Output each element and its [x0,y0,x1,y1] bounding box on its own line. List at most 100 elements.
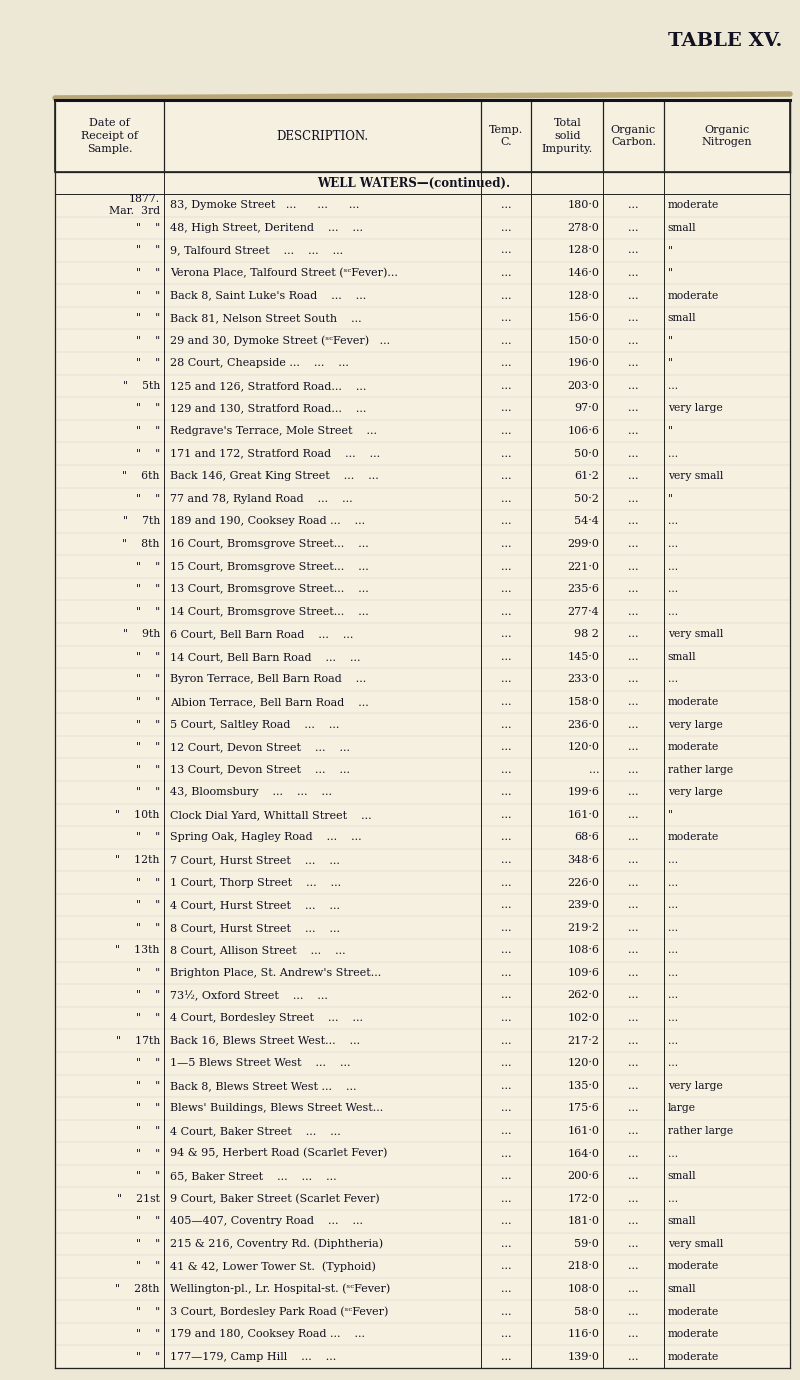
Text: 171 and 172, Stratford Road    ...    ...: 171 and 172, Stratford Road ... ... [170,448,380,458]
Text: moderate: moderate [667,1307,719,1317]
Bar [55,1300,790,1323]
Text: Temp.
C.: Temp. C. [489,124,523,148]
Text: ...: ... [667,516,678,526]
Bar [55,759,790,781]
Text: ...: ... [501,584,511,595]
Text: ...: ... [501,426,511,436]
Text: 77 and 78, Ryland Road    ...    ...: 77 and 78, Ryland Road ... ... [170,494,353,504]
Bar [55,239,790,262]
Text: ...: ... [501,1216,511,1227]
Text: "    13th: " 13th [115,945,160,955]
Text: 68·6: 68·6 [574,832,599,842]
Bar [55,578,790,600]
Text: ...: ... [501,1148,511,1159]
Text: ...: ... [628,359,638,368]
Text: "    ": " " [135,719,160,730]
Text: ...: ... [501,1194,511,1203]
Text: ...: ... [667,607,678,617]
Text: ...: ... [628,1148,638,1159]
Text: 181·0: 181·0 [567,1216,599,1227]
Text: moderate: moderate [667,1352,719,1362]
Bar [55,938,790,962]
Text: ...: ... [628,1352,638,1362]
Bar [55,217,790,239]
Text: moderate: moderate [667,291,719,301]
Text: Back 8, Blews Street West ...    ...: Back 8, Blews Street West ... ... [170,1081,356,1090]
Text: ...: ... [667,675,678,684]
Text: "    ": " " [135,1104,160,1114]
Text: Back 8, Saint Luke's Road    ...    ...: Back 8, Saint Luke's Road ... ... [170,291,366,301]
Text: ": " [667,426,673,436]
Text: 158·0: 158·0 [567,697,599,707]
Text: ...: ... [501,991,511,1000]
Text: ...: ... [667,540,678,549]
Text: "    ": " " [135,675,160,684]
Text: ...: ... [628,923,638,933]
Text: 5 Court, Saltley Road    ...    ...: 5 Court, Saltley Road ... ... [170,719,339,730]
Text: Blews' Buildings, Blews Street West...: Blews' Buildings, Blews Street West... [170,1104,383,1114]
Text: ...: ... [628,471,638,482]
Text: ...: ... [628,1104,638,1114]
Text: ...: ... [667,448,678,458]
Text: "    ": " " [135,1013,160,1023]
Text: moderate: moderate [667,1261,719,1271]
Text: ...: ... [501,1035,511,1046]
Text: ...: ... [628,200,638,210]
Text: "    ": " " [135,1126,160,1136]
Text: ...: ... [501,1352,511,1362]
Text: 177—179, Camp Hill    ...    ...: 177—179, Camp Hill ... ... [170,1352,336,1362]
Text: "    ": " " [135,878,160,887]
Text: ...: ... [628,719,638,730]
Text: "    ": " " [135,426,160,436]
Text: ...: ... [501,1126,511,1136]
Bar [55,1097,790,1119]
Text: "    10th: " 10th [115,810,160,820]
Text: 299·0: 299·0 [567,540,599,549]
Text: "    ": " " [135,494,160,504]
Text: 102·0: 102·0 [567,1013,599,1023]
Text: 215 & 216, Coventry Rd. (Diphtheria): 215 & 216, Coventry Rd. (Diphtheria) [170,1238,383,1249]
Text: "    ": " " [135,923,160,933]
Text: 43, Bloomsbury    ...    ...    ...: 43, Bloomsbury ... ... ... [170,787,332,798]
Bar [55,487,790,511]
Text: ...: ... [501,313,511,323]
Text: small: small [667,651,696,662]
Text: ...: ... [667,1148,678,1159]
Text: 128·0: 128·0 [567,246,599,255]
Text: ...: ... [501,697,511,707]
Text: small: small [667,313,696,323]
Text: ...: ... [501,494,511,504]
Bar [55,713,790,736]
Text: ...: ... [628,1283,638,1294]
Bar [55,1278,790,1300]
Bar [55,1075,790,1097]
Text: very small: very small [667,1239,723,1249]
Text: Byron Terrace, Bell Barn Road    ...: Byron Terrace, Bell Barn Road ... [170,675,366,684]
Text: very large: very large [667,403,722,414]
Text: 15 Court, Bromsgrove Street...    ...: 15 Court, Bromsgrove Street... ... [170,562,369,571]
Bar [55,1232,790,1256]
Text: "    ": " " [135,991,160,1000]
Text: 97·0: 97·0 [574,403,599,414]
Text: 405—407, Coventry Road    ...    ...: 405—407, Coventry Road ... ... [170,1216,362,1227]
Text: ...: ... [501,471,511,482]
Bar [55,374,790,397]
Text: ": " [667,494,673,504]
Text: WELL WATERS—(continued).: WELL WATERS—(continued). [317,177,510,189]
Text: ...: ... [501,268,511,277]
Text: ...: ... [501,856,511,865]
Text: ...: ... [501,945,511,955]
Text: 65, Baker Street    ...    ...    ...: 65, Baker Street ... ... ... [170,1172,337,1181]
Text: 262·0: 262·0 [567,991,599,1000]
Text: moderate: moderate [667,200,719,210]
Text: 73½, Oxford Street    ...    ...: 73½, Oxford Street ... ... [170,991,328,1000]
Text: Brighton Place, St. Andrew's Street...: Brighton Place, St. Andrew's Street... [170,967,381,978]
Text: ...: ... [501,1104,511,1114]
Text: 58·0: 58·0 [574,1307,599,1317]
Text: 128·0: 128·0 [567,291,599,301]
Text: "    6th: " 6th [122,471,160,482]
Text: ...: ... [667,923,678,933]
Text: ...: ... [628,291,638,301]
Text: Back 16, Blews Street West...    ...: Back 16, Blews Street West... ... [170,1035,360,1046]
Text: Spring Oak, Hagley Road    ...    ...: Spring Oak, Hagley Road ... ... [170,832,362,842]
